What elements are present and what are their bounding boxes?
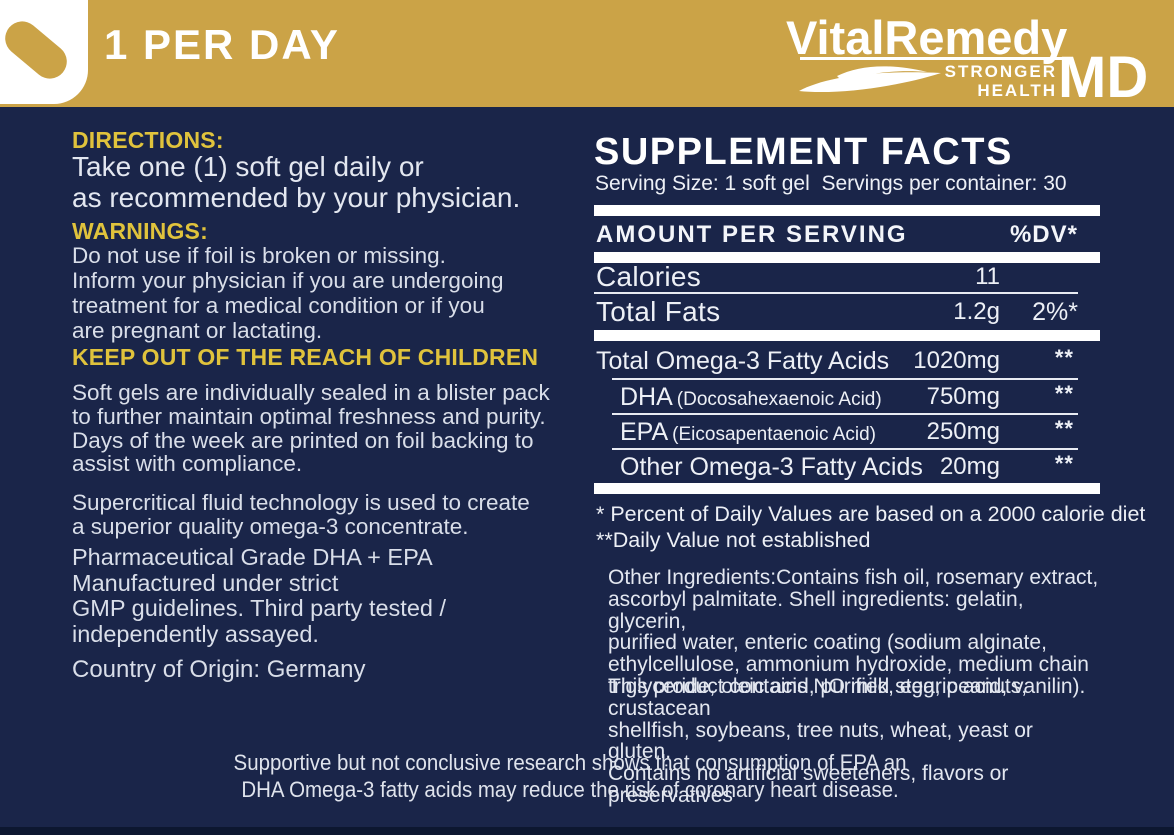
other-ingredients: Other Ingredients:Contains fish oil, ros…: [608, 566, 1099, 698]
table-row-epa: EPA (Eicosapentaenoic Acid) 250mg **: [596, 416, 1078, 447]
fact-name: Calories: [596, 261, 702, 292]
fact-name: Total Fats: [596, 296, 721, 327]
facts-table-header: AMOUNT PER SERVING %DV*: [596, 221, 1078, 249]
directions-body: Take one (1) soft gel daily or as recomm…: [72, 151, 521, 213]
allergen-statement: This product contains NO milk, egg, pean…: [608, 675, 1033, 807]
thin-rule: [612, 413, 1078, 415]
thin-rule: [612, 448, 1078, 450]
table-row-dha: DHA (Docosahexaenoic Acid) 750mg **: [596, 381, 1078, 412]
logo-underline: [800, 57, 1073, 60]
table-row-total-fats: Total Fats 1.2g 2%*: [596, 296, 1078, 328]
directions-heading: DIRECTIONS:: [72, 127, 224, 153]
dosage-claim: 1 PER DAY: [104, 21, 340, 68]
supplement-facts-title: SUPPLEMENT FACTS: [594, 131, 1013, 173]
top-banner: [0, 0, 1174, 107]
fact-amount: 1020mg: [913, 347, 1000, 374]
country-of-origin: Country of Origin: Germany: [72, 656, 366, 683]
pill-icon: [0, 14, 74, 86]
fact-dv: **: [1054, 345, 1074, 370]
divider-bar: [594, 205, 1100, 216]
fact-amount: 20mg: [939, 453, 1000, 480]
fact-amount: 11: [975, 263, 1000, 290]
children-warning-heading: KEEP OUT OF THE REACH OF CHILDREN: [72, 344, 539, 370]
fact-name-main: DHA: [620, 383, 673, 411]
brand-tagline: STRONGER HEALTH: [880, 62, 1057, 100]
pill-badge: [0, 0, 88, 104]
fact-dv: 2%*: [1032, 298, 1078, 326]
fact-name-sub: (Docosahexaenoic Acid): [676, 389, 882, 410]
bottom-strip: [0, 827, 1174, 835]
swoosh-icon: [799, 66, 941, 93]
blister-paragraph: Soft gels are individually sealed in a b…: [72, 380, 550, 477]
thin-rule: [594, 292, 1078, 294]
tagline-line1: STRONGER: [944, 62, 1057, 81]
gmp-paragraph: Pharmaceutical Grade DHA + EPA Manufactu…: [72, 544, 447, 647]
fact-name-sub: (Eicosapentaenoic Acid): [672, 424, 877, 445]
fact-amount: 750mg: [926, 383, 1000, 410]
divider-bar: [594, 483, 1100, 494]
thin-rule: [612, 378, 1078, 380]
fact-dv: **: [1054, 451, 1074, 476]
fact-name-main: EPA: [620, 418, 669, 446]
divider-bar: [594, 252, 1100, 263]
serving-size-line: Serving Size: 1 soft gel Servings per co…: [595, 172, 1067, 195]
table-row-calories: Calories 11: [596, 261, 1078, 293]
fact-name: Other Omega-3 Fatty Acids: [620, 453, 923, 481]
fact-amount: 1.2g: [953, 298, 1000, 325]
fact-name: EPA (Eicosapentaenoic Acid): [620, 418, 876, 446]
brand-logo-text: VitalRemedy: [786, 11, 1068, 64]
divider-bar: [594, 330, 1100, 341]
fact-dv: **: [1054, 381, 1074, 406]
table-row-other-omega3: Other Omega-3 Fatty Acids 20mg **: [596, 451, 1078, 482]
brand-logo-md: MD: [1058, 45, 1149, 110]
fact-name: Total Omega-3 Fatty Acids: [596, 347, 890, 375]
fact-dv: **: [1054, 416, 1074, 441]
warnings-heading: WARNINGS:: [72, 218, 208, 244]
table-row-total-omega3: Total Omega-3 Fatty Acids 1020mg **: [596, 345, 1078, 376]
fact-amount: 250mg: [926, 418, 1000, 445]
supercritical-paragraph: Supercritical fluid technology is used t…: [72, 490, 530, 539]
warnings-body: Do not use if foil is broken or missing.…: [72, 243, 504, 343]
header-dv: %DV*: [1009, 221, 1078, 248]
dv-footnotes: * Percent of Daily Values are based on a…: [596, 502, 1146, 552]
tagline-line2: HEALTH: [977, 81, 1057, 100]
header-amount-per-serving: AMOUNT PER SERVING: [596, 221, 908, 248]
fda-disclaimer: Supportive but not conclusive research s…: [233, 750, 907, 802]
fact-name: DHA (Docosahexaenoic Acid): [620, 383, 882, 411]
